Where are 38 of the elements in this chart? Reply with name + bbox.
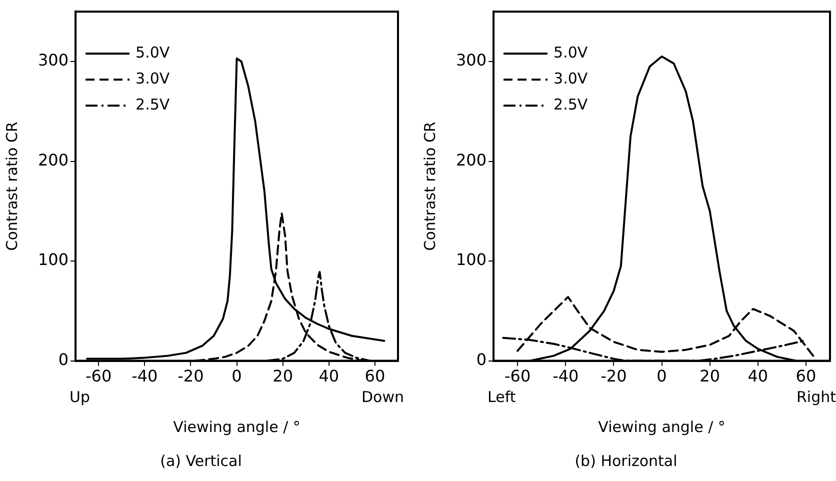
text: Right — [796, 388, 836, 406]
x-tick-label: 60 — [364, 366, 386, 386]
y-tick-label: 0 — [476, 350, 487, 369]
x-tick-label: 0 — [232, 366, 242, 386]
x-tick-label: 40 — [748, 366, 768, 386]
y-tick-label: 200 — [38, 150, 69, 170]
x-tick-label: 40 — [318, 366, 340, 386]
x-tick-label: 20 — [272, 366, 294, 386]
text: (a) Vertical — [160, 452, 242, 470]
y-tick-label: 300 — [38, 50, 69, 70]
legend-label: 5.0V — [136, 43, 170, 62]
legend-label: 2.5V — [554, 95, 588, 114]
y-tick-label: 0 — [58, 350, 69, 369]
text: Down — [361, 388, 404, 406]
x-tick-label: -60 — [504, 366, 531, 386]
x-tick-label: -20 — [178, 366, 204, 386]
legend-label: 3.0V — [136, 69, 170, 88]
y-tick-label: 300 — [456, 50, 487, 70]
x-tick-label: 0 — [656, 366, 667, 386]
x-tick-label: 20 — [700, 366, 720, 386]
text: Up — [70, 388, 90, 406]
text: Left — [488, 388, 516, 406]
x-axis-title: Viewing angle / ° — [173, 418, 300, 436]
legend-label: 2.5V — [136, 95, 170, 114]
x-tick-label: -40 — [552, 366, 579, 386]
y-tick-label: 100 — [456, 250, 487, 270]
legend-label: 5.0V — [554, 43, 588, 62]
x-tick-label: 60 — [796, 366, 816, 386]
y-tick-label: 100 — [38, 250, 69, 270]
x-tick-label: -60 — [86, 366, 112, 386]
y-axis-title: Contrast ratio CR — [420, 122, 439, 251]
y-axis-title: Contrast ratio CR — [2, 122, 21, 251]
legend-label: 3.0V — [554, 69, 588, 88]
x-tick-label: -40 — [132, 366, 158, 386]
y-tick-label: 200 — [456, 150, 487, 170]
text: (b) Horizontal — [574, 452, 678, 470]
x-tick-label: -20 — [600, 366, 627, 386]
x-axis-title: Viewing angle / ° — [598, 418, 726, 436]
